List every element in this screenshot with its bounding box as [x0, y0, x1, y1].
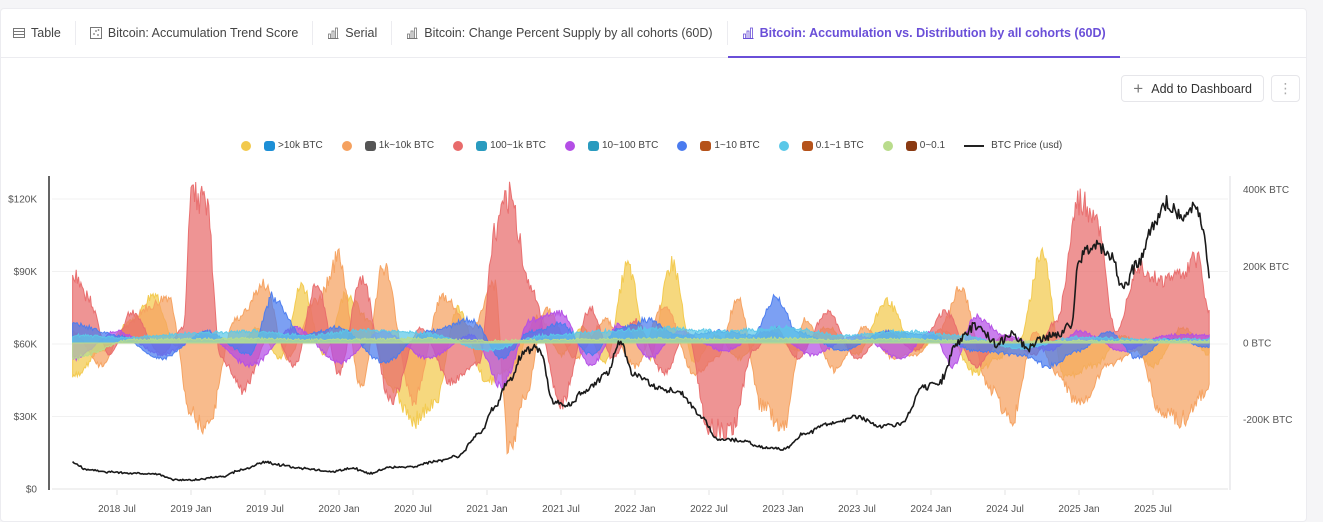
table-icon [13, 28, 25, 38]
legend-label: 0.1~1 BTC [815, 140, 864, 151]
legend-item[interactable]: 10~100 BTC [564, 140, 659, 151]
legend-item[interactable]: 100~1k BTC [453, 140, 546, 151]
tab-bar: Table Bitcoin: Accumulation Trend Score … [1, 9, 1306, 58]
y-left-tick-label: $90K [14, 267, 38, 278]
legend-item[interactable]: 0~0.1 [882, 140, 946, 151]
x-tick-label: 2025 Jul [1134, 504, 1172, 515]
tab-accumulation-trend-score[interactable]: Bitcoin: Accumulation Trend Score [76, 9, 312, 57]
x-tick-label: 2020 Jan [318, 504, 359, 515]
tab-divider [726, 21, 728, 45]
legend-color-dot [882, 140, 893, 151]
cohort-mascot-icon [476, 140, 488, 151]
x-tick-label: 2019 Jul [246, 504, 284, 515]
legend-item[interactable]: 0.1~1 BTC [778, 140, 864, 151]
x-tick-label: 2018 Jul [98, 504, 136, 515]
y-right-tick-label: 400K BTC [1243, 185, 1289, 196]
x-tick-label: 2024 Jul [986, 504, 1024, 515]
cohort-mascot-icon [905, 140, 917, 151]
more-options-button[interactable]: ⋮ [1271, 75, 1300, 102]
bar-chart-icon [742, 27, 754, 39]
tab-label: Table [31, 26, 61, 40]
tab-label: Bitcoin: Accumulation Trend Score [107, 26, 299, 40]
y-right-tick-label: -200K BTC [1243, 415, 1292, 426]
cohort-mascot-icon [587, 140, 599, 151]
price-line-path [72, 195, 1210, 482]
y-right-tick-label: 0 BTC [1243, 339, 1271, 350]
legend-item[interactable]: BTC Price (usd) [964, 140, 1062, 151]
x-tick-label: 2024 Jan [910, 504, 951, 515]
axes: $0 $30K $60K $90K $120K -200K BTC 0 BTC 200K BT… [8, 176, 1292, 515]
cohort-mascot-icon [264, 140, 275, 151]
tab-divider [74, 21, 76, 45]
y-left-tick-label: $60K [14, 340, 38, 351]
y-right-tick-label: 200K BTC [1243, 262, 1289, 273]
legend-color-dot [677, 140, 688, 151]
add-to-dashboard-button[interactable]: + Add to Dashboard [1121, 75, 1264, 102]
tab-divider [312, 21, 314, 45]
tab-label: Serial [345, 26, 378, 40]
chart-legend: >10k BTC 1k~10k BTC 100~1k BTC 10~100 BTC 1~… [241, 140, 1081, 151]
legend-label: 1~10 BTC [714, 140, 760, 151]
y-left-tick-label: $0 [26, 485, 38, 496]
plus-icon: + [1133, 79, 1144, 98]
tab-change-percent-supply[interactable]: Bitcoin: Change Percent Supply by all co… [392, 9, 726, 57]
x-tick-label: 2023 Jan [762, 504, 803, 515]
legend-label: 1k~10k BTC [378, 140, 435, 151]
chart-actions: + Add to Dashboard ⋮ [1121, 75, 1300, 102]
x-tick-label: 2021 Jul [542, 504, 580, 515]
tab-label: Bitcoin: Accumulation vs. Distribution b… [759, 26, 1106, 40]
legend-color-dot [241, 140, 251, 151]
legend-item[interactable]: 1k~10k BTC [341, 140, 435, 151]
legend-line-swatch [964, 144, 985, 147]
more-vertical-icon: ⋮ [1278, 80, 1293, 96]
tab-divider [391, 21, 393, 45]
legend-item[interactable]: 1~10 BTC [677, 140, 760, 151]
tab-table[interactable]: Table [1, 9, 75, 57]
legend-label: >10k BTC [278, 140, 323, 151]
legend-label: 100~1k BTC [490, 140, 546, 151]
tab-accumulation-vs-distribution[interactable]: Bitcoin: Accumulation vs. Distribution b… [727, 9, 1120, 58]
legend-item[interactable]: >10k BTC [241, 140, 323, 151]
legend-color-dot [778, 140, 789, 151]
tab-serial[interactable]: Serial [313, 9, 391, 57]
x-tick-label: 2025 Jan [1058, 504, 1099, 515]
price-line [72, 195, 1210, 482]
legend-label: BTC Price (usd) [991, 140, 1063, 151]
x-tick-label: 2019 Jan [170, 504, 211, 515]
x-tick-label: 2022 Jul [690, 504, 728, 515]
legend-color-dot [453, 140, 464, 151]
area-series [72, 181, 1210, 455]
bar-chart-icon [407, 27, 418, 39]
x-tick-label: 2020 Jul [394, 504, 432, 515]
legend-color-dot [341, 140, 352, 151]
x-tick-label: 2023 Jul [838, 504, 876, 515]
legend-label: 0~0.1 [919, 140, 946, 151]
legend-color-dot [564, 140, 575, 151]
bar-chart-icon [328, 27, 339, 39]
add-to-dashboard-label: Add to Dashboard [1151, 81, 1252, 96]
x-tick-label: 2021 Jan [466, 504, 507, 515]
scatter-chart-icon [89, 27, 102, 39]
x-tick-label: 2022 Jan [614, 504, 655, 515]
cohort-mascot-icon [364, 140, 376, 151]
y-left-tick-label: $120K [8, 195, 37, 206]
y-left-tick-label: $30K [14, 412, 38, 423]
cohort-mascot-icon [801, 140, 813, 151]
cohort-mascot-icon [700, 140, 712, 151]
legend-label: 10~100 BTC [601, 140, 659, 151]
tab-label: Bitcoin: Change Percent Supply by all co… [424, 26, 713, 40]
